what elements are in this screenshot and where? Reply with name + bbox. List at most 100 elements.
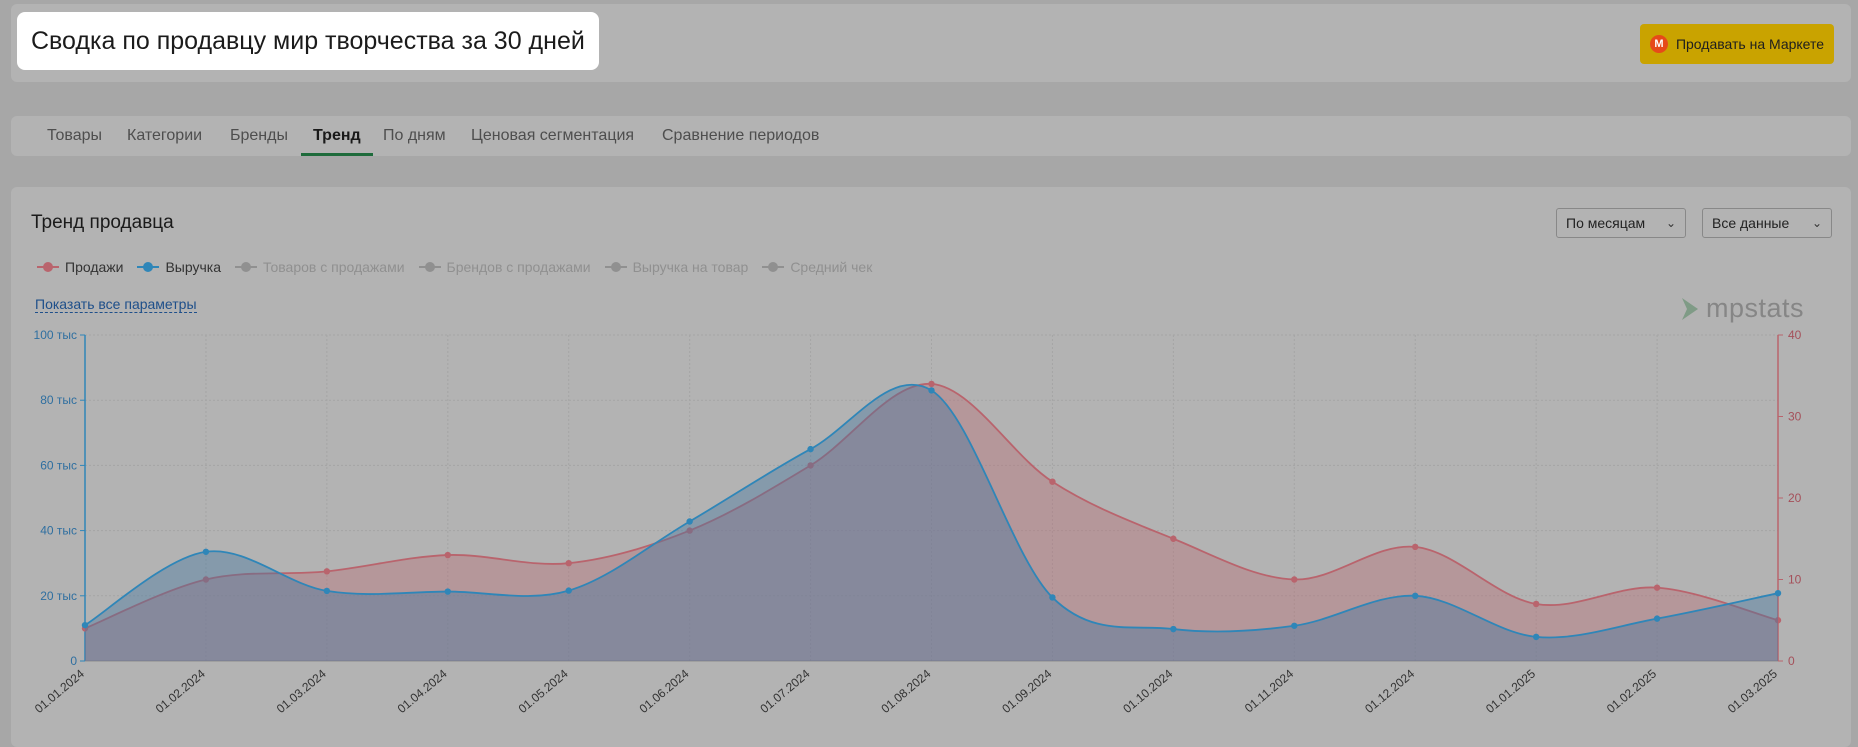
right-axis-tick-label: 10 xyxy=(1788,573,1802,587)
page-title: Сводка по продавцу мир творчества за 30 … xyxy=(17,12,599,70)
point-revenue xyxy=(565,587,572,594)
show-all-parameters-link[interactable]: Показать все параметры xyxy=(35,296,197,313)
legend-marker-icon xyxy=(137,262,160,272)
left-axis-tick-label: 60 тыс xyxy=(40,458,77,472)
point-sales xyxy=(323,568,331,575)
mpstats-watermark: mpstats xyxy=(1680,293,1804,324)
x-axis-tick-label: 01.09.2024 xyxy=(999,666,1054,716)
market-logo-icon: M xyxy=(1649,35,1668,53)
x-axis-tick-label: 01.03.2024 xyxy=(274,666,329,716)
mpstats-logo-icon xyxy=(1682,297,1698,320)
area-sales xyxy=(85,383,1778,661)
left-axis-tick-label: 100 тыс xyxy=(34,328,77,342)
legend-marker-icon xyxy=(37,262,59,272)
x-axis-tick-label: 01.05.2024 xyxy=(516,666,571,716)
tab-products[interactable]: Товары xyxy=(47,127,103,144)
tab-period-comparison[interactable]: Сравнение периодов xyxy=(662,127,820,144)
point-sales xyxy=(1532,600,1540,608)
sell-on-market-button[interactable]: M Продавать на Маркете xyxy=(1640,24,1834,64)
legend-item-brands-with-sales[interactable]: Брендов с продажами xyxy=(418,257,591,277)
point-sales xyxy=(928,380,935,388)
x-axis-tick-label: 01.12.2024 xyxy=(1362,666,1417,716)
point-sales xyxy=(1170,535,1177,542)
point-sales xyxy=(1412,543,1419,551)
right-axis-tick-label: 0 xyxy=(1788,654,1795,668)
legend-label: Товаров с продажами xyxy=(263,259,405,275)
point-revenue xyxy=(807,445,814,453)
legend-label: Выручка xyxy=(165,259,222,275)
right-axis-tick-label: 40 xyxy=(1788,328,1802,342)
left-axis-tick-label: 40 тыс xyxy=(40,524,77,538)
legend-label: Выручка на товар xyxy=(632,259,749,275)
legend-label: Продажи xyxy=(65,259,124,275)
left-axis-tick-label: 0 xyxy=(70,654,77,668)
point-revenue xyxy=(1532,633,1540,641)
right-axis-tick-label: 20 xyxy=(1788,491,1802,505)
point-revenue xyxy=(1774,589,1782,597)
point-revenue xyxy=(1653,615,1661,622)
point-revenue xyxy=(323,587,331,595)
area-revenue xyxy=(85,384,1778,661)
legend-item-average-check[interactable]: Средний чек xyxy=(762,257,872,277)
legend-item-revenue-per-product[interactable]: Выручка на товар xyxy=(604,257,749,277)
point-sales xyxy=(202,576,210,583)
x-axis-tick-label: 01.07.2024 xyxy=(757,666,812,716)
left-axis-tick-label: 20 тыс xyxy=(40,589,77,603)
legend-item-revenue[interactable]: Выручка xyxy=(137,257,221,277)
point-sales xyxy=(444,551,451,559)
x-axis-tick-label: 01.04.2024 xyxy=(395,666,450,716)
point-sales xyxy=(1049,478,1056,485)
period-select-value: По месяцам xyxy=(1566,215,1646,231)
tab-brands[interactable]: Бренды xyxy=(230,127,288,144)
point-sales xyxy=(565,560,572,567)
point-revenue xyxy=(928,387,935,394)
x-axis-tick-label: 01.01.2025 xyxy=(1483,666,1538,716)
tab-trend[interactable]: Тренд xyxy=(301,116,373,156)
legend-marker-icon xyxy=(418,262,441,272)
tab-price-segmentation[interactable]: Ценовая сегментация xyxy=(471,127,635,144)
point-revenue xyxy=(1291,622,1298,629)
tab-categories[interactable]: Категории xyxy=(127,127,203,144)
point-sales xyxy=(686,527,693,534)
legend-label: Средний чек xyxy=(790,259,873,275)
legend-marker-icon xyxy=(604,262,627,272)
tab-bar: Товары Категории Бренды Тренд По дням Це… xyxy=(11,116,1851,156)
point-revenue xyxy=(1170,625,1177,633)
x-axis-tick-label: 01.10.2024 xyxy=(1120,666,1175,716)
point-revenue xyxy=(444,588,451,595)
legend-label: Брендов с продажами xyxy=(446,259,591,275)
sell-on-market-label: Продавать на Маркете xyxy=(1675,36,1825,52)
legend-marker-icon xyxy=(762,262,785,272)
period-select[interactable]: По месяцам ⌄ xyxy=(1556,208,1686,238)
watermark-text: mpstats xyxy=(1706,293,1805,323)
x-axis-tick-label: 01.08.2024 xyxy=(878,666,933,716)
point-revenue xyxy=(81,621,89,629)
chevron-down-icon: ⌄ xyxy=(1665,216,1676,230)
point-sales xyxy=(1653,584,1661,591)
point-revenue xyxy=(1412,592,1419,599)
point-sales xyxy=(1291,576,1298,583)
point-revenue xyxy=(1049,594,1056,601)
point-revenue xyxy=(686,518,693,525)
x-axis-tick-label: 01.01.2024 xyxy=(32,666,87,716)
x-axis-tick-label: 01.02.2024 xyxy=(153,666,208,716)
range-select-value: Все данные xyxy=(1712,215,1790,231)
left-axis-tick-label: 80 тыс xyxy=(40,393,77,407)
point-revenue xyxy=(202,548,210,555)
range-select[interactable]: Все данные ⌄ xyxy=(1702,208,1832,238)
x-axis-tick-label: 01.02.2025 xyxy=(1604,666,1659,716)
point-sales xyxy=(807,462,814,469)
chart-legend: Продажи Выручка Товаров с продажами Брен… xyxy=(37,257,872,277)
legend-item-sales[interactable]: Продажи xyxy=(37,257,123,277)
chevron-down-icon: ⌄ xyxy=(1811,216,1822,230)
x-axis-tick-label: 01.06.2024 xyxy=(637,666,692,716)
x-axis-tick-label: 01.11.2024 xyxy=(1242,666,1297,715)
chart-title: Тренд продавца xyxy=(31,212,174,233)
right-axis-tick-label: 30 xyxy=(1788,410,1802,424)
tab-by-days[interactable]: По дням xyxy=(383,127,446,144)
x-axis-tick-label: 01.03.2025 xyxy=(1725,666,1780,716)
legend-item-products-with-sales[interactable]: Товаров с продажами xyxy=(235,257,405,277)
legend-marker-icon xyxy=(235,262,258,272)
point-sales xyxy=(1774,617,1782,624)
